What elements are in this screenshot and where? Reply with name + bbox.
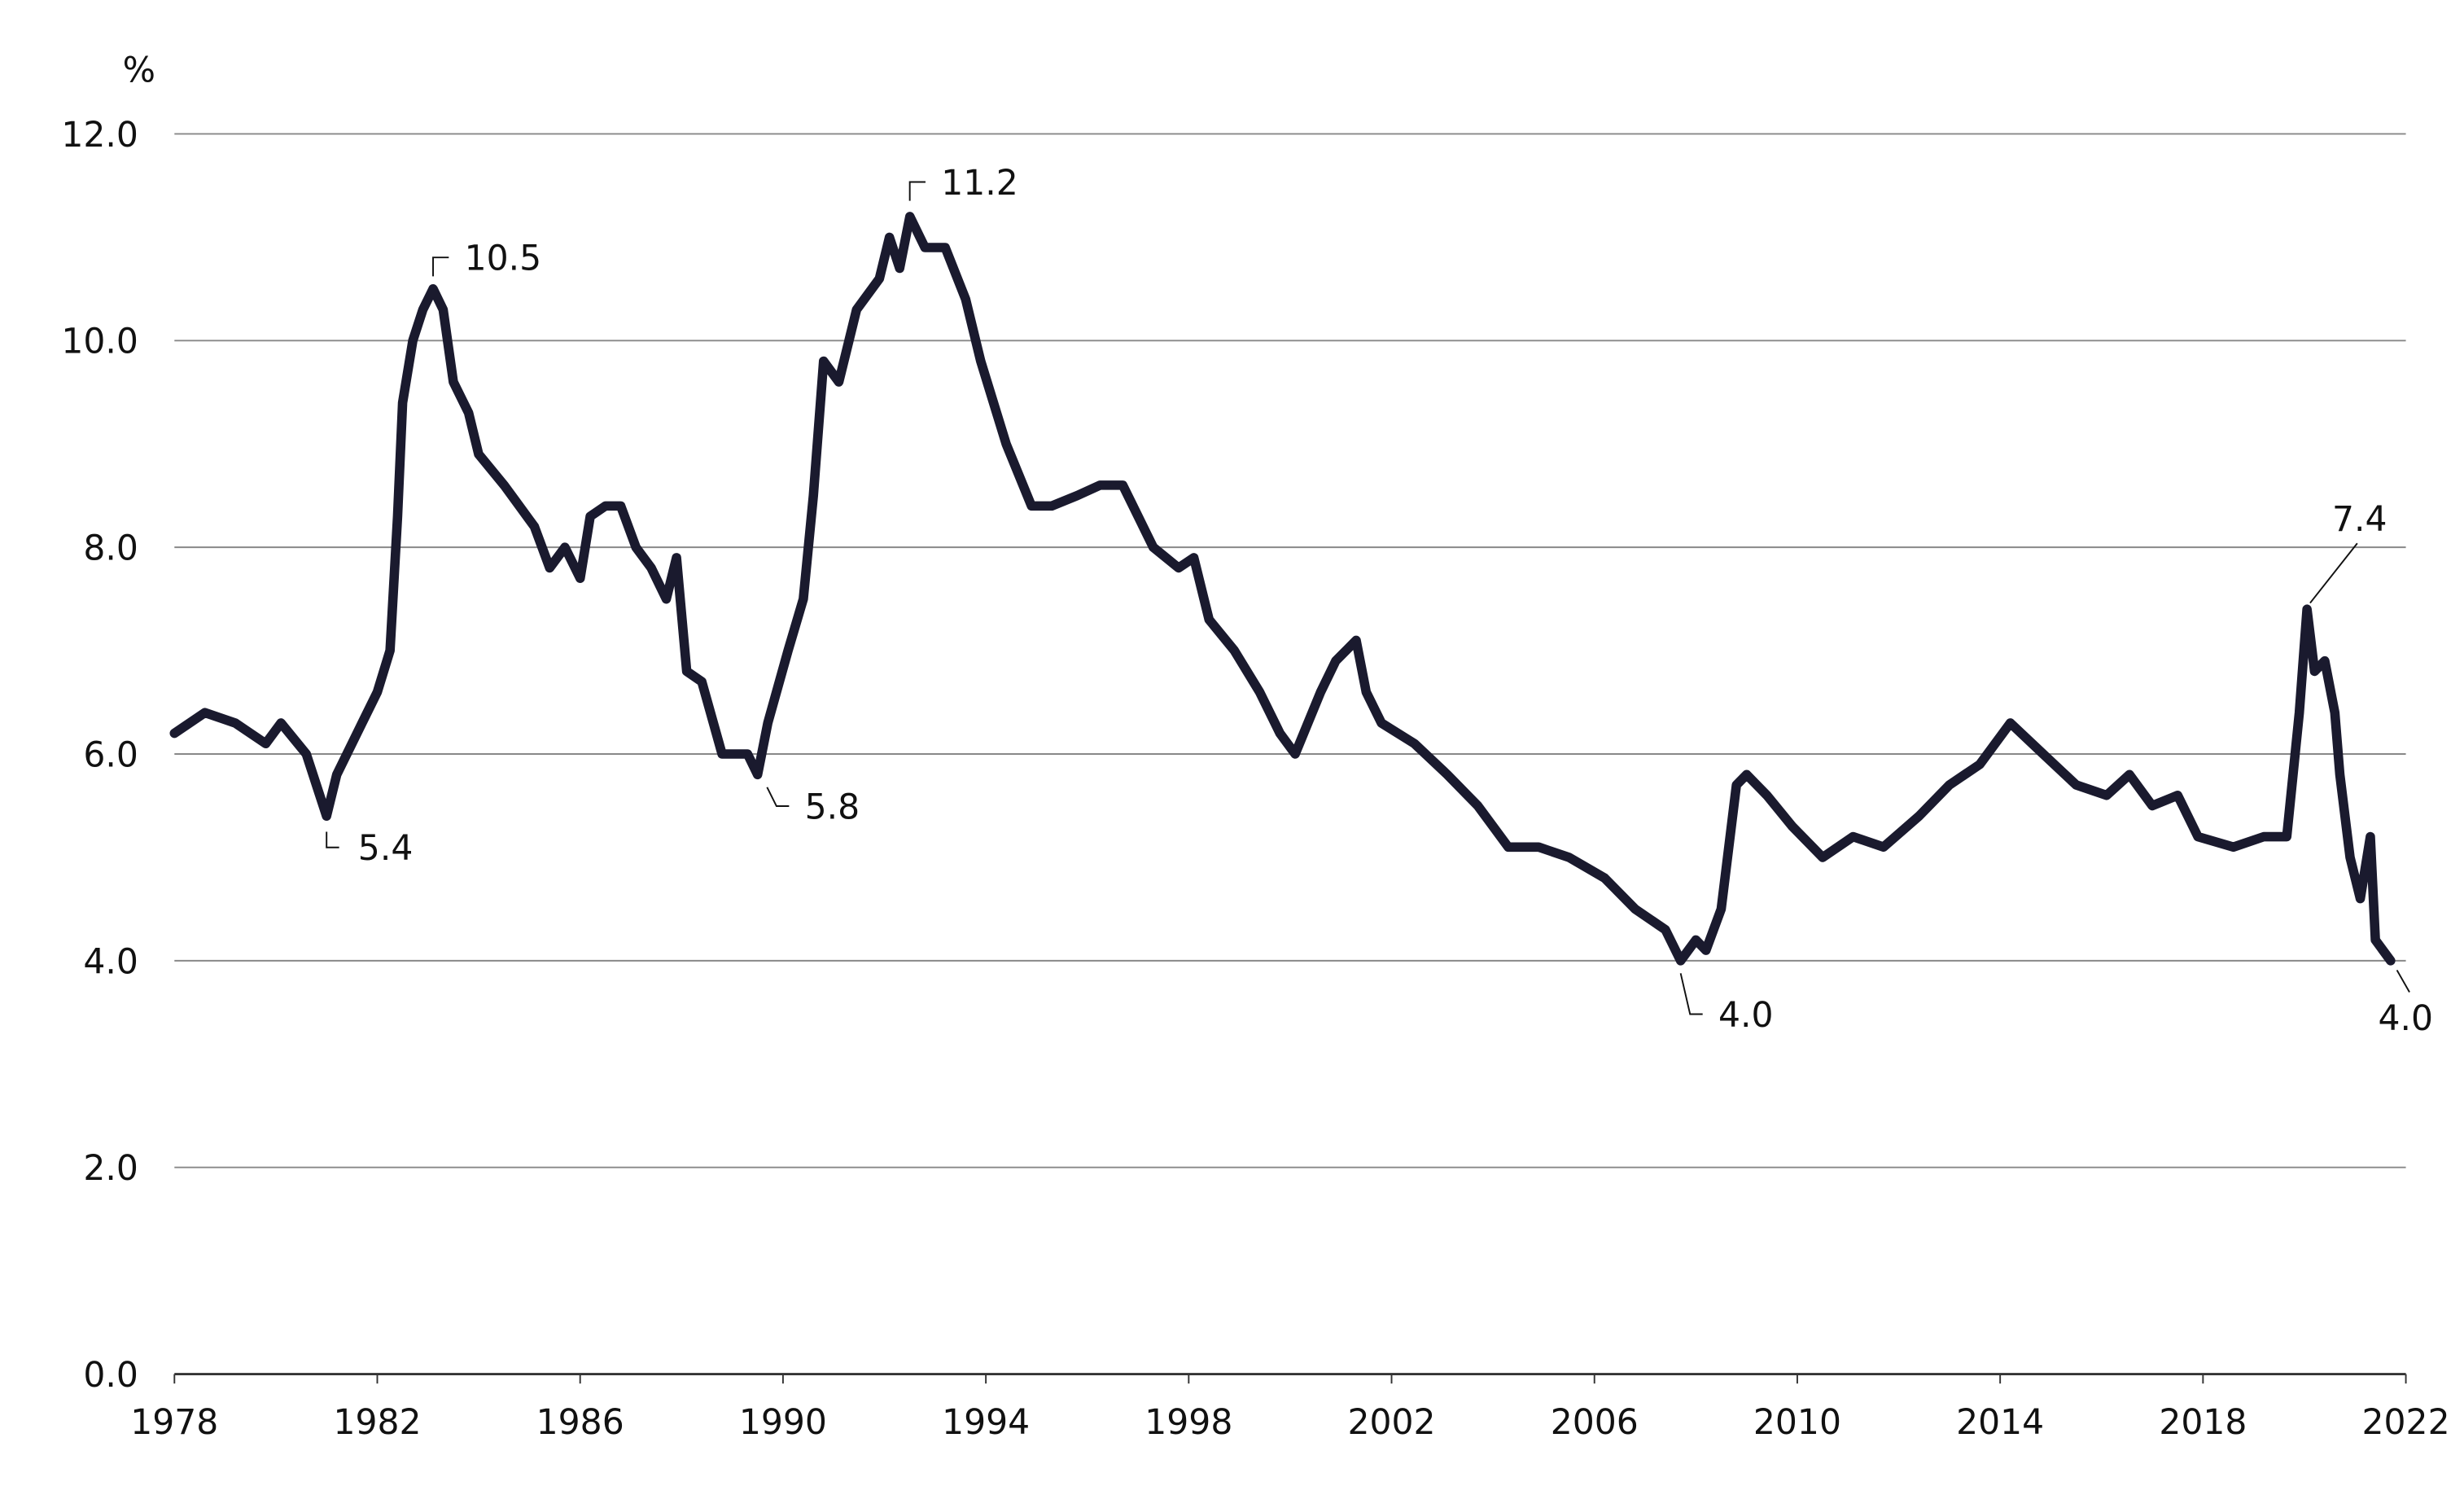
x-tick-label: 1990 bbox=[739, 1403, 827, 1443]
annotation-leader-line bbox=[908, 181, 926, 201]
y-tick-label: 4.0 bbox=[83, 942, 138, 982]
x-tick-label: 2014 bbox=[1956, 1403, 2044, 1443]
annotation-label: 4.0 bbox=[2378, 999, 2433, 1039]
annotation-label: 5.4 bbox=[358, 829, 414, 869]
annotation-leader-line bbox=[2309, 542, 2358, 604]
x-tick-label: 2002 bbox=[1347, 1403, 1435, 1443]
y-tick-label: 6.0 bbox=[83, 735, 138, 775]
annotation-leader-line bbox=[326, 831, 339, 848]
y-tick-label: 12.0 bbox=[61, 116, 138, 156]
series-line-unemployment-rate bbox=[169, 212, 2396, 966]
annotation-label: 11.2 bbox=[941, 164, 1018, 204]
x-tick-label: 2022 bbox=[2362, 1403, 2450, 1443]
x-tick-label: 2006 bbox=[1551, 1403, 1639, 1443]
annotation-leader-line bbox=[766, 787, 790, 807]
x-tick-label: 1978 bbox=[130, 1403, 218, 1443]
y-tick-label: 8.0 bbox=[83, 529, 138, 569]
y-axis-unit-label: % bbox=[123, 51, 155, 91]
x-tick-label: 2018 bbox=[2159, 1403, 2247, 1443]
annotation-leader-line bbox=[2396, 969, 2410, 993]
y-tick-label: 0.0 bbox=[83, 1356, 138, 1396]
annotation-leader-line bbox=[432, 256, 449, 277]
y-tick-label: 2.0 bbox=[83, 1149, 138, 1189]
y-tick-label: 10.0 bbox=[61, 322, 138, 362]
x-tick-label: 1982 bbox=[333, 1403, 421, 1443]
annotation-label: 10.5 bbox=[465, 239, 542, 279]
x-tick-label: 1998 bbox=[1144, 1403, 1232, 1443]
annotation-leader-line bbox=[1679, 973, 1703, 1015]
x-tick-label: 1994 bbox=[942, 1403, 1030, 1443]
annotation-label: 5.8 bbox=[805, 787, 860, 827]
x-tick-label: 2010 bbox=[1753, 1403, 1841, 1443]
x-tick-label: 1986 bbox=[536, 1403, 624, 1443]
annotation-label: 7.4 bbox=[2332, 500, 2387, 540]
annotation-label: 4.0 bbox=[1718, 996, 1774, 1036]
